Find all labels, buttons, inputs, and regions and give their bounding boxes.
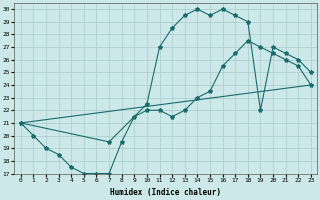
X-axis label: Humidex (Indice chaleur): Humidex (Indice chaleur) [110,188,221,197]
